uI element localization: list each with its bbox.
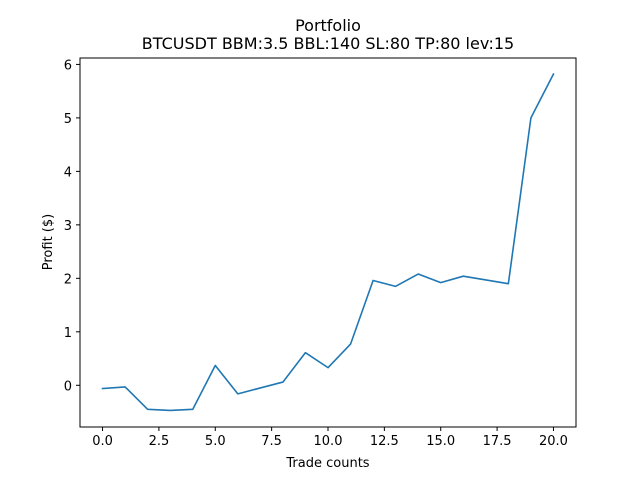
plot-frame <box>79 57 577 428</box>
x-tick-label: 0.0 <box>92 434 113 449</box>
y-tick-label: 3 <box>64 219 72 234</box>
y-tick-label: 1 <box>64 326 72 341</box>
chart-title: Portfolio <box>295 16 361 35</box>
x-axis-label: Trade counts <box>285 456 369 471</box>
x-tick-label: 12.5 <box>370 434 399 449</box>
y-tick-label: 0 <box>64 379 72 394</box>
x-axis-ticks: 0.0 2.5 5.0 7.5 10.0 12.5 15.0 17.5 20.0 <box>92 427 568 449</box>
x-tick-label: 5.0 <box>205 434 226 449</box>
chart-subtitle: BTCUSDT BBM:3.5 BBL:140 SL:80 TP:80 lev:… <box>142 34 514 53</box>
y-tick-label: 4 <box>64 165 72 180</box>
y-axis-label: Profit ($) <box>41 214 56 270</box>
y-tick-label: 6 <box>64 58 72 73</box>
x-tick-label: 20.0 <box>539 434 568 449</box>
x-tick-label: 15.0 <box>426 434 455 449</box>
x-tick-label: 7.5 <box>261 434 282 449</box>
y-tick-label: 5 <box>64 112 72 127</box>
y-tick-label: 2 <box>64 272 72 287</box>
x-tick-label: 2.5 <box>149 434 170 449</box>
y-axis-ticks: 0 1 2 3 4 5 6 <box>64 58 80 394</box>
x-tick-label: 17.5 <box>483 434 512 449</box>
x-tick-label: 10.0 <box>314 434 343 449</box>
series-layer <box>101 72 555 412</box>
profit-series-line <box>101 72 555 412</box>
